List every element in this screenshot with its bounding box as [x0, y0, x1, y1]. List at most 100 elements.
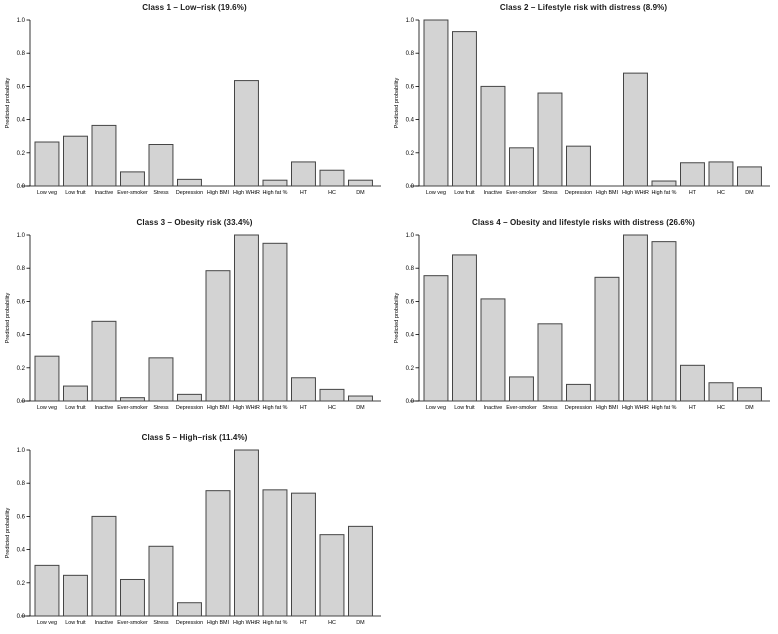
x-category-label: Low veg — [426, 190, 446, 196]
bar — [348, 179, 373, 187]
x-category-label: Stress — [542, 405, 558, 411]
bar — [423, 19, 449, 187]
bar — [148, 357, 174, 402]
bar — [319, 388, 345, 402]
x-category-label: High BMI — [207, 620, 229, 626]
y-tick-label: 0.0 — [17, 614, 26, 620]
y-tick-label: 0.6 — [17, 514, 26, 520]
x-category-label: Inactive — [95, 190, 114, 196]
bar — [480, 85, 506, 187]
x-category-label: High fat % — [263, 620, 288, 626]
bar — [708, 161, 734, 187]
bar — [63, 385, 88, 402]
bar-chart-class4: 0.0 0.2 0.4 0.6 0.8 1.0 Predicted probability L… — [394, 233, 770, 411]
y-tick-label: 0.0 — [406, 184, 415, 190]
bar — [566, 145, 591, 187]
x-category-label: Ever-smoker — [506, 190, 537, 196]
bar — [319, 534, 345, 617]
y-axis-label: Predicted probability — [394, 77, 400, 128]
y-tick-label: 0.8 — [406, 51, 415, 57]
x-category-label: Inactive — [95, 405, 114, 411]
bar — [708, 382, 734, 402]
x-category-label: Depression — [176, 620, 203, 626]
bar-chart-class5: 0.0 0.2 0.4 0.6 0.8 1.0 Predicted probability L… — [5, 448, 381, 626]
x-category-label: Stress — [542, 190, 558, 196]
x-category-label: Low fruit — [65, 405, 86, 411]
chart-title-class5: Class 5 – High–risk (11.4%) — [141, 433, 248, 442]
bar — [177, 602, 202, 617]
bar — [91, 320, 117, 402]
x-category-label: Inactive — [484, 405, 503, 411]
x-category-label: HC — [328, 190, 336, 196]
chart-title-class4: Class 4 – Obesity and lifestyle risks wi… — [472, 218, 695, 227]
x-category-label: Ever-smoker — [117, 405, 148, 411]
y-tick-label: 0.6 — [17, 84, 26, 90]
bar-chart-class1: 0.0 0.2 0.4 0.6 0.8 1.0 Predicted probability L… — [5, 18, 381, 196]
y-tick-label: 1.0 — [406, 233, 415, 239]
y-tick-label: 1.0 — [17, 233, 26, 239]
x-category-label: DM — [356, 620, 365, 626]
y-tick-label: 0.2 — [17, 151, 26, 157]
bar — [509, 376, 534, 402]
x-category-label: DM — [745, 405, 754, 411]
x-category-label: HT — [300, 620, 308, 626]
x-category-label: High fat % — [652, 190, 677, 196]
x-category-label: Depression — [176, 190, 203, 196]
x-category-label: High BMI — [207, 190, 229, 196]
chart-panel-class4: Class 4 – Obesity and lifestyle risks wi… — [389, 215, 778, 430]
chart-title-class3: Class 3 – Obesity risk (33.4%) — [136, 218, 253, 227]
y-tick-label: 0.0 — [406, 399, 415, 405]
bar — [262, 489, 288, 617]
x-category-label: High WHtR — [622, 190, 649, 196]
x-category-label: Ever-smoker — [117, 620, 148, 626]
y-tick-label: 0.6 — [406, 84, 415, 90]
y-axis-label: Predicted probability — [5, 292, 11, 343]
x-category-label: HC — [717, 405, 725, 411]
y-axis-label: Predicted probability — [5, 77, 11, 128]
y-tick-label: 0.8 — [406, 266, 415, 272]
bar — [348, 525, 373, 617]
chart-panel-class3: Class 3 – Obesity risk (33.4%) 0.0 0.2 0.4… — [0, 215, 389, 430]
x-category-label: Depression — [565, 190, 592, 196]
bar — [737, 166, 762, 187]
bar — [91, 124, 117, 187]
x-category-label: Ever-smoker — [506, 405, 537, 411]
bar — [205, 490, 231, 617]
bar — [34, 355, 60, 402]
y-tick-label: 1.0 — [406, 18, 415, 24]
bar — [348, 395, 373, 402]
x-category-label: Stress — [153, 620, 169, 626]
bar — [34, 141, 60, 187]
chart-panel-class1: Class 1 – Low–risk (19.6%) 0.0 0.2 0.4 0.6 0… — [0, 0, 389, 215]
bar-chart-class2: 0.0 0.2 0.4 0.6 0.8 1.0 Predicted probability L… — [394, 18, 770, 196]
x-category-label: Stress — [153, 405, 169, 411]
x-category-label: HT — [300, 405, 308, 411]
x-category-label: Low fruit — [65, 620, 86, 626]
bar — [623, 72, 648, 187]
bar — [537, 92, 563, 187]
x-category-label: Stress — [153, 190, 169, 196]
y-axis-label: Predicted probability — [394, 292, 400, 343]
bar — [262, 179, 288, 187]
chart-title-class1: Class 1 – Low–risk (19.6%) — [142, 3, 247, 12]
x-category-label: Inactive — [95, 620, 114, 626]
y-tick-label: 0.4 — [17, 333, 26, 339]
y-tick-label: 0.6 — [17, 299, 26, 305]
bar — [91, 515, 117, 617]
bar — [452, 31, 477, 187]
y-tick-label: 0.4 — [406, 333, 415, 339]
x-category-label: HT — [689, 190, 697, 196]
x-category-label: Low fruit — [65, 190, 86, 196]
bar-chart-class3: 0.0 0.2 0.4 0.6 0.8 1.0 Predicted probability L… — [5, 233, 381, 411]
y-tick-label: 0.4 — [17, 548, 26, 554]
bar — [509, 147, 534, 187]
bar — [291, 492, 316, 617]
y-tick-label: 1.0 — [17, 448, 26, 454]
x-category-label: HC — [328, 620, 336, 626]
x-category-label: Low fruit — [454, 405, 475, 411]
y-tick-label: 0.0 — [17, 184, 26, 190]
bar — [148, 144, 174, 187]
bar — [623, 234, 648, 402]
x-category-label: Inactive — [484, 190, 503, 196]
x-category-label: High fat % — [652, 405, 677, 411]
